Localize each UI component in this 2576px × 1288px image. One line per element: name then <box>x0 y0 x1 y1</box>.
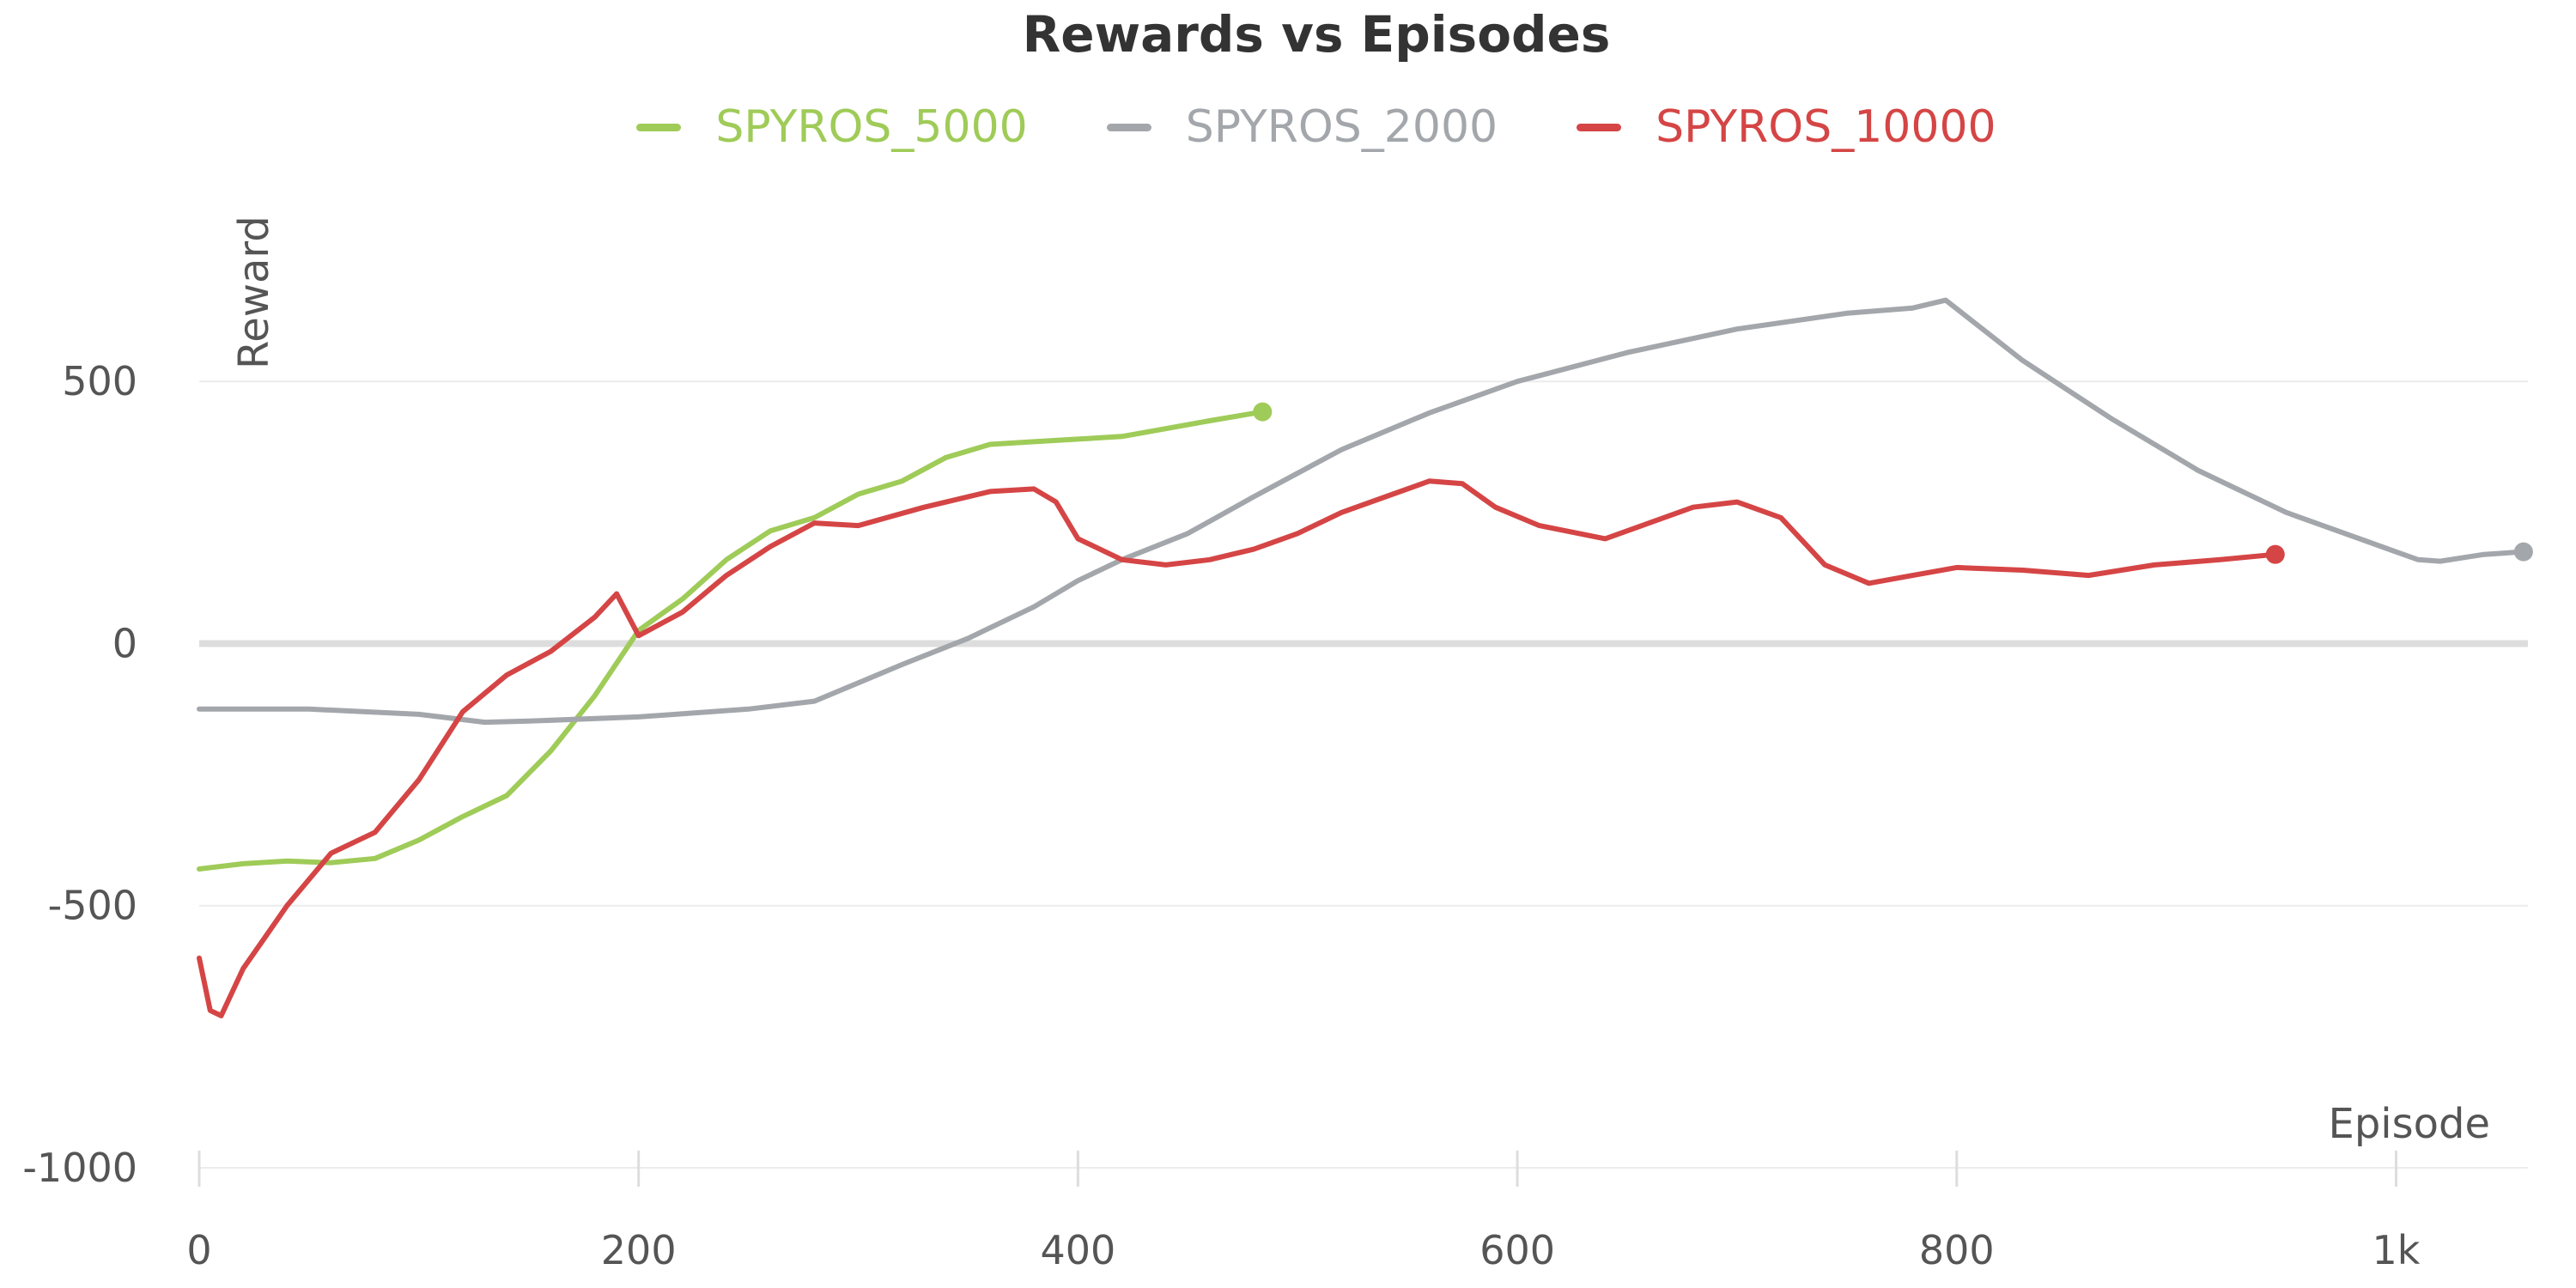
series-line-spyros-10000 <box>197 478 2278 1018</box>
x-tick-label: 400 <box>1040 1227 1115 1273</box>
legend-item-spyros-2000[interactable]: SPYROS_2000 <box>1106 101 1498 153</box>
series-endpoint-spyros-10000 <box>2265 544 2285 564</box>
series-endpoint-spyros-2000 <box>2513 542 2533 562</box>
legend: SPYROS_5000 SPYROS_2000 SPYROS_10000 <box>0 101 2576 153</box>
grid-layer <box>197 380 2528 1187</box>
y-tick-label: -1000 <box>22 1145 137 1191</box>
x-tick-label: 1k <box>2372 1227 2421 1273</box>
y-axis-title: Reward <box>230 216 278 369</box>
legend-label-spyros-2000: SPYROS_2000 <box>1185 101 1498 153</box>
legend-item-spyros-5000[interactable]: SPYROS_5000 <box>636 101 1028 153</box>
chart-title: Rewards vs Episodes <box>1022 5 1611 64</box>
legend-label-spyros-5000: SPYROS_5000 <box>715 101 1028 153</box>
y-tick-label: -500 <box>48 883 137 929</box>
x-tick-label: 600 <box>1479 1227 1555 1273</box>
x-axis-title: Episode <box>2328 1100 2490 1148</box>
y-tick-label: 0 <box>112 620 137 666</box>
legend-swatch-spyros-5000 <box>636 123 682 131</box>
legend-swatch-spyros-2000 <box>1106 123 1151 131</box>
series-line-spyros-2000 <box>197 297 2526 726</box>
legend-label-spyros-10000: SPYROS_10000 <box>1656 101 1996 153</box>
x-tick-label: 800 <box>1919 1227 1995 1273</box>
series-endpoint-spyros-5000 <box>1253 402 1273 422</box>
x-tick-label: 200 <box>601 1227 677 1273</box>
x-tick-label: 0 <box>186 1227 211 1273</box>
legend-item-spyros-10000[interactable]: SPYROS_10000 <box>1577 101 1996 153</box>
series-layer <box>197 297 2533 1018</box>
series-line-spyros-5000 <box>197 409 1266 872</box>
y-tick-label: 500 <box>62 358 137 404</box>
axis-layer: Reward Episode -1000 -500 0 500 0 200 400 600 80… <box>22 216 2490 1273</box>
legend-swatch-spyros-10000 <box>1577 123 1622 131</box>
